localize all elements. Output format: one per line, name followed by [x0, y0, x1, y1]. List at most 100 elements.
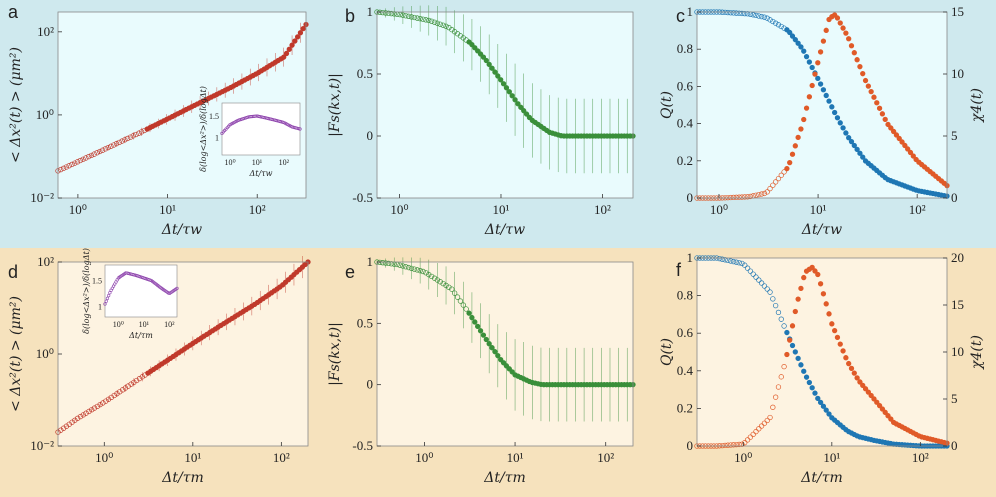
data-point: [795, 296, 801, 302]
data-point: [795, 40, 801, 46]
data-point: [809, 264, 815, 271]
x-tick-label: 10²: [249, 202, 266, 217]
data-point: [742, 194, 748, 200]
data-point: [860, 154, 866, 160]
data-point: [879, 111, 886, 117]
data-point: [778, 172, 784, 178]
series-χ4(t): [694, 264, 950, 449]
panel-letter: b: [345, 6, 355, 26]
y-tick-label: 0.2: [677, 400, 693, 415]
data-point: [94, 150, 100, 156]
data-point: [300, 25, 306, 32]
data-point: [119, 387, 126, 393]
data-point: [882, 116, 888, 123]
data-point: [426, 17, 432, 24]
y-tick-label: 0.6: [677, 325, 694, 340]
data-point: [773, 179, 779, 185]
data-point: [758, 191, 765, 197]
inset-frame: [221, 102, 301, 156]
x-axis-label: Δt/τm: [800, 470, 842, 486]
data-point: [75, 415, 81, 421]
data-point: [102, 146, 109, 152]
data-point: [77, 413, 84, 420]
data-point: [411, 14, 418, 21]
data-point: [498, 77, 504, 83]
data-point: [820, 291, 827, 297]
x-tick-label: 10²: [594, 202, 611, 217]
y-tick-label: 0.8: [677, 41, 693, 56]
data-point: [857, 64, 863, 70]
x-axis-label: Δt/τm: [483, 470, 525, 486]
y-tick-label: 0: [687, 438, 694, 453]
data-point: [80, 156, 86, 162]
data-point: [466, 310, 472, 316]
x-tick-label: 10¹: [493, 202, 510, 217]
plot-area: [58, 262, 308, 446]
axes-frame: [57, 11, 307, 199]
y-axis-label: |Fs(kx,t)|: [327, 73, 343, 137]
inset-x-tick-label: 10⁰: [224, 158, 235, 167]
y-tick-label: 0.5: [357, 315, 373, 330]
inset-x-tick-label: 10²: [164, 320, 175, 329]
data-point: [778, 23, 784, 30]
x-tick-label: 10⁰: [710, 202, 728, 217]
y-right-tick-label: 5: [951, 128, 958, 143]
data-point: [846, 135, 852, 141]
data-point: [105, 396, 112, 402]
inset-x-tick-label: 10¹: [252, 158, 263, 167]
data-point: [297, 30, 304, 36]
data-point: [725, 9, 731, 16]
data-point: [840, 348, 846, 354]
data-point: [138, 129, 145, 135]
data-point: [761, 283, 768, 289]
data-point: [817, 399, 824, 406]
data-point: [423, 17, 429, 23]
x-tick-label: 10¹: [823, 450, 840, 465]
inset-x-tick-label: 10⁰: [113, 320, 124, 329]
data-point: [823, 92, 829, 99]
data-point: [457, 298, 464, 304]
data-point: [846, 36, 852, 42]
data-point: [798, 44, 804, 50]
data-point: [812, 71, 818, 77]
data-point: [130, 133, 136, 139]
y-tick-label: 0.8: [677, 288, 693, 303]
data-point: [72, 160, 78, 166]
data-point: [523, 111, 530, 117]
y-tick-label: 1: [367, 4, 374, 19]
series-MSD: [55, 255, 311, 435]
data-point: [806, 94, 813, 100]
data-point: [380, 9, 386, 16]
data-point: [879, 406, 886, 412]
data-point: [784, 165, 790, 172]
y-tick-label: 0: [367, 128, 374, 143]
y-tick-label: 10⁻²: [30, 190, 54, 205]
x-axis-label: Δt/τm: [161, 470, 203, 486]
data-point: [851, 50, 857, 56]
data-point: [826, 411, 832, 417]
data-point: [882, 409, 888, 415]
data-point: [865, 83, 871, 89]
data-point: [133, 131, 139, 138]
data-point: [820, 87, 827, 93]
plot-area: [377, 262, 633, 446]
data-point: [97, 401, 103, 408]
data-point: [733, 194, 739, 200]
data-point: [63, 164, 70, 170]
y-tick-label: -0.5: [352, 438, 373, 453]
data-point: [862, 386, 869, 392]
data-point: [403, 13, 409, 19]
data-point: [773, 394, 779, 400]
data-point: [518, 104, 524, 110]
data-point: [767, 17, 773, 23]
data-point: [787, 160, 793, 166]
data-point: [122, 137, 128, 143]
data-point: [843, 355, 849, 361]
data-point: [784, 329, 790, 336]
x-tick-label: 10²: [909, 202, 926, 217]
data-point: [119, 138, 125, 144]
data-point: [854, 57, 860, 63]
data-point: [80, 412, 86, 418]
data-point: [857, 150, 863, 156]
